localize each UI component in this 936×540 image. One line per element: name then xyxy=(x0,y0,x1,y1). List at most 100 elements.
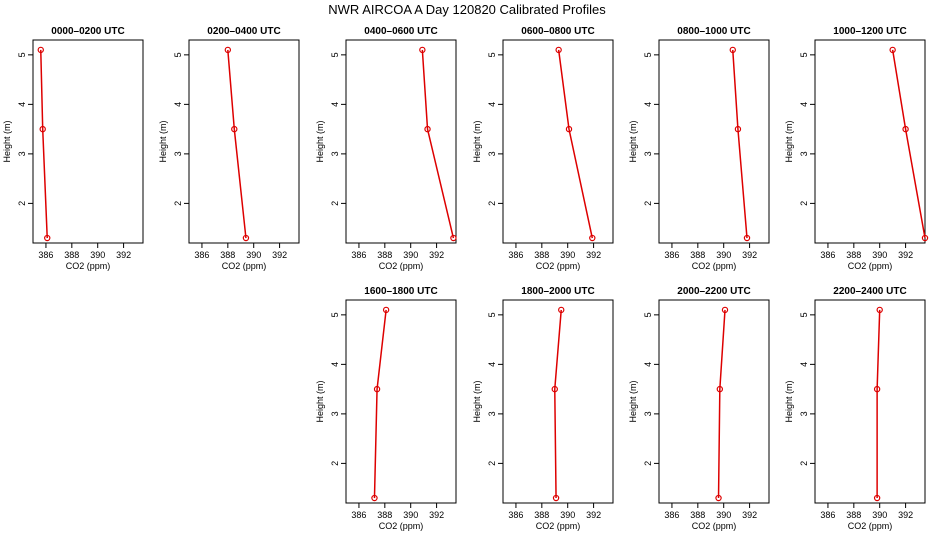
y-tick-label: 2 xyxy=(330,201,340,206)
x-tick-label: 388 xyxy=(377,250,392,260)
y-tick-label: 5 xyxy=(17,52,27,57)
x-axis-label: CO2 (ppm) xyxy=(692,261,737,271)
x-tick-label: 386 xyxy=(820,250,835,260)
x-axis-label: CO2 (ppm) xyxy=(536,521,581,531)
x-tick-label: 388 xyxy=(846,250,861,260)
plot-box xyxy=(502,39,614,244)
y-axis-label: Height (m) xyxy=(315,380,325,422)
x-tick-label: 388 xyxy=(534,510,549,520)
data-point xyxy=(37,46,44,54)
data-point xyxy=(224,46,232,54)
y-tick-label: 4 xyxy=(643,102,653,107)
data-point xyxy=(921,234,929,242)
x-axis-label: CO2 (ppm) xyxy=(536,261,581,271)
y-tick-label: 5 xyxy=(330,312,340,317)
y-axis-label: Height (m) xyxy=(472,120,482,162)
y-tick-label: 2 xyxy=(487,201,497,206)
x-axis-label: CO2 (ppm) xyxy=(66,261,111,271)
data-point xyxy=(721,306,729,314)
y-tick-label: 3 xyxy=(17,151,27,156)
x-tick-label: 388 xyxy=(377,510,392,520)
data-point xyxy=(873,494,881,502)
y-tick-label: 2 xyxy=(643,461,653,466)
profile-panel: 1000–1200 UTC 386 388 390 392 2 3 4 5 CO2 (ppm) He… xyxy=(784,26,929,271)
y-tick-label: 3 xyxy=(799,151,809,156)
profile-line xyxy=(227,49,247,239)
y-tick-label: 5 xyxy=(799,312,809,317)
y-tick-label: 2 xyxy=(799,201,809,206)
profile-panel: 0800–1000 UTC 386 388 390 392 2 3 4 5 CO2 (ppm) He… xyxy=(628,26,770,271)
panel-title: 2000–2200 UTC xyxy=(677,286,750,297)
panel-title: 1800–2000 UTC xyxy=(521,286,594,297)
x-tick-label: 386 xyxy=(38,250,53,260)
y-axis-label: Height (m) xyxy=(158,120,168,162)
profile-panel: 1600–1800 UTC 386 388 390 392 2 3 4 5 CO2 (ppm) He… xyxy=(315,286,457,531)
profile-line xyxy=(421,49,455,239)
y-tick-label: 4 xyxy=(487,102,497,107)
plot-box xyxy=(188,39,300,244)
y-tick-label: 3 xyxy=(643,411,653,416)
panel-title: 2200–2400 UTC xyxy=(833,286,906,297)
x-tick-label: 392 xyxy=(116,250,131,260)
data-point xyxy=(729,46,736,54)
x-tick-label: 392 xyxy=(586,510,601,520)
y-tick-label: 3 xyxy=(173,151,183,156)
y-tick-label: 2 xyxy=(17,201,27,206)
data-point xyxy=(734,125,742,133)
profile-panel: 0400–0600 UTC 386 388 390 392 2 3 4 5 CO2 (ppm) He… xyxy=(315,26,457,271)
data-point xyxy=(558,306,565,314)
plot-box xyxy=(658,299,770,504)
plot-box xyxy=(502,299,614,504)
plot-box xyxy=(658,39,770,244)
x-tick-label: 388 xyxy=(690,250,705,260)
profile-line xyxy=(554,309,562,499)
plot-box xyxy=(32,39,144,244)
y-tick-label: 4 xyxy=(487,362,497,367)
y-axis-label: Height (m) xyxy=(784,380,794,422)
data-point xyxy=(552,494,560,502)
x-tick-label: 390 xyxy=(560,510,575,520)
x-tick-label: 392 xyxy=(272,250,287,260)
panel-title: 0800–1000 UTC xyxy=(677,26,750,37)
x-tick-label: 390 xyxy=(90,250,105,260)
x-tick-label: 386 xyxy=(664,510,679,520)
data-point xyxy=(889,46,896,54)
y-tick-label: 2 xyxy=(799,461,809,466)
data-point xyxy=(743,234,751,242)
x-tick-label: 390 xyxy=(403,510,418,520)
x-tick-label: 390 xyxy=(246,250,261,260)
x-tick-label: 392 xyxy=(429,510,444,520)
y-tick-label: 3 xyxy=(643,151,653,156)
data-point xyxy=(44,234,51,242)
y-tick-label: 4 xyxy=(330,362,340,367)
y-tick-label: 3 xyxy=(330,151,340,156)
data-point xyxy=(555,46,562,54)
x-axis-label: CO2 (ppm) xyxy=(692,521,737,531)
x-tick-label: 386 xyxy=(508,510,523,520)
profile-line xyxy=(40,49,48,239)
profile-panel: 0000–0200 UTC 386 388 390 392 2 3 4 5 CO2 (ppm) He… xyxy=(2,26,144,271)
y-tick-label: 3 xyxy=(799,411,809,416)
y-tick-label: 2 xyxy=(330,461,340,466)
data-point xyxy=(424,125,431,133)
y-tick-label: 4 xyxy=(173,102,183,107)
x-tick-label: 390 xyxy=(716,510,731,520)
x-tick-label: 386 xyxy=(194,250,209,260)
plot-box xyxy=(345,39,457,244)
data-point xyxy=(450,234,457,242)
x-axis-label: CO2 (ppm) xyxy=(379,521,424,531)
data-point xyxy=(876,306,883,314)
x-tick-label: 392 xyxy=(898,510,913,520)
y-tick-label: 4 xyxy=(17,102,27,107)
data-point xyxy=(231,125,238,133)
y-tick-label: 5 xyxy=(643,52,653,57)
x-tick-label: 392 xyxy=(429,250,444,260)
y-axis-label: Height (m) xyxy=(628,380,638,422)
x-axis-label: CO2 (ppm) xyxy=(848,521,893,531)
panel-title: 0200–0400 UTC xyxy=(207,26,280,37)
x-tick-label: 386 xyxy=(351,250,366,260)
y-tick-label: 5 xyxy=(799,52,809,57)
x-tick-label: 388 xyxy=(64,250,79,260)
profile-line xyxy=(717,309,726,499)
